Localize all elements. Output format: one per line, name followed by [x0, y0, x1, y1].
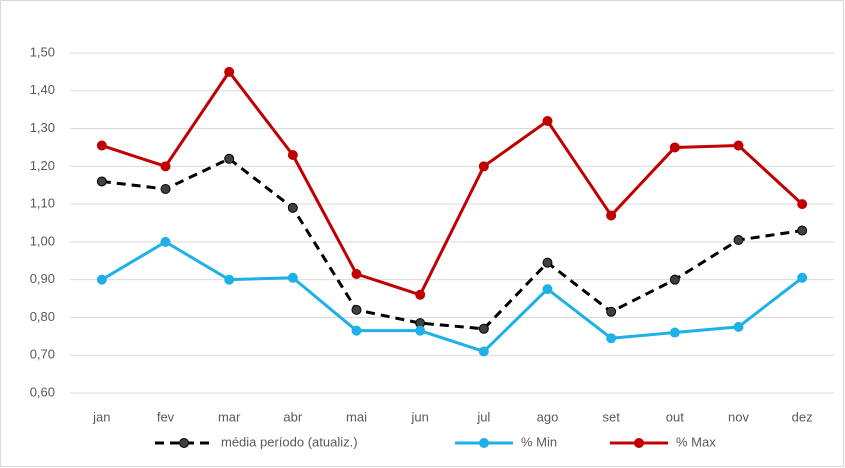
series-marker: [733, 140, 744, 151]
series-marker: [415, 289, 426, 300]
y-tick-label: 1,10: [30, 196, 55, 211]
x-tick-label: abr: [283, 409, 302, 424]
y-tick-label: 1,20: [30, 158, 55, 173]
x-tick-label: mar: [218, 409, 241, 424]
y-tick-label: 0,70: [30, 347, 55, 362]
x-tick-label: ago: [537, 409, 559, 424]
series-marker: [606, 333, 617, 344]
series-marker: [669, 142, 680, 153]
series-line: [101, 70, 804, 297]
series-marker: [478, 346, 489, 357]
series-marker: [351, 269, 362, 279]
series-marker: [797, 272, 808, 283]
series-marker: [96, 274, 107, 285]
series-marker: [287, 272, 298, 283]
series-marker: [542, 257, 553, 268]
series-marker: [606, 306, 617, 317]
series-marker: [797, 225, 808, 236]
legend-label: % Min: [521, 434, 557, 449]
series-marker: [96, 176, 107, 187]
x-tick-label: set: [602, 409, 620, 424]
x-tick-label: jun: [410, 409, 428, 424]
series-marker: [160, 161, 171, 172]
series-marker: [351, 304, 362, 315]
series-marker: [287, 202, 298, 213]
series-marker: [96, 140, 107, 151]
legend-label: média período (atualiz.): [221, 434, 358, 449]
series-marker: [542, 284, 553, 295]
x-tick-label: jul: [476, 409, 490, 424]
y-tick-label: 0,80: [30, 309, 55, 324]
legend-label: % Max: [676, 434, 716, 449]
legend-marker: [634, 438, 644, 448]
series-marker: [478, 161, 489, 172]
y-tick-label: 0,60: [30, 384, 55, 399]
series-marker: [351, 325, 362, 336]
series-marker: [669, 327, 680, 338]
series-marker: [160, 236, 171, 247]
series-line: [101, 240, 804, 353]
legend-marker: [179, 438, 189, 448]
y-tick-label: 1,50: [30, 44, 55, 59]
series-marker: [606, 210, 617, 221]
x-tick-label: jan: [92, 409, 110, 424]
series-marker: [669, 274, 680, 285]
x-tick-label: out: [666, 409, 684, 424]
series-marker: [224, 153, 235, 164]
series-marker: [415, 325, 426, 336]
series-line: [101, 157, 803, 331]
series-marker: [287, 150, 298, 160]
series-marker: [224, 66, 235, 77]
legend-marker: [479, 438, 489, 448]
x-tick-label: dez: [792, 409, 813, 424]
series-marker: [160, 184, 171, 194]
series-marker: [478, 323, 489, 334]
x-tick-label: mai: [346, 409, 367, 424]
y-tick-label: 1,00: [30, 233, 55, 248]
series-marker: [733, 235, 744, 245]
series-marker: [224, 274, 235, 285]
series-marker: [797, 199, 808, 210]
y-tick-label: 1,30: [30, 120, 55, 135]
x-tick-label: nov: [728, 409, 749, 424]
x-tick-label: fev: [157, 409, 175, 424]
y-tick-label: 1,40: [30, 82, 55, 97]
y-tick-label: 0,90: [30, 271, 55, 286]
series-marker: [733, 321, 744, 332]
series-marker: [542, 116, 553, 126]
